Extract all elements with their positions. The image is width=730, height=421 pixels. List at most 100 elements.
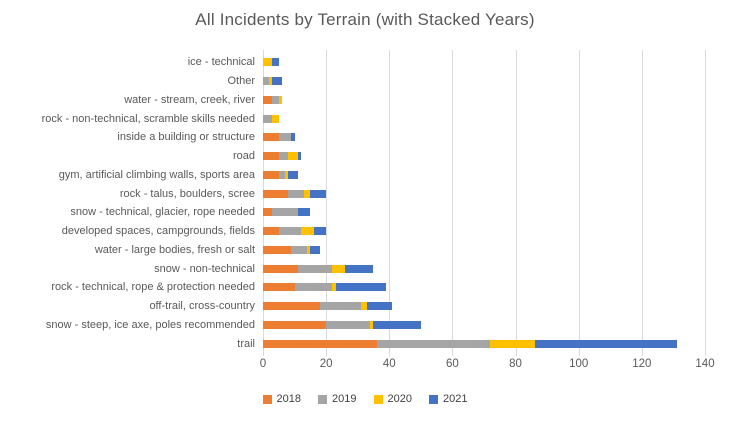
bar-segment-2018 [263,133,279,142]
bar-segment-2020 [269,77,273,86]
stacked-bar [263,95,705,104]
legend-swatch [262,394,272,404]
category-label: trail [237,337,255,350]
category-label: water - large bodies, fresh or salt [94,243,255,256]
bar-segment-2018 [263,152,279,161]
x-tick-label: 60 [446,358,459,370]
chart-title: All Incidents by Terrain (with Stacked Y… [195,10,535,29]
legend-swatch [318,394,328,404]
chart-area: ice - technical Other water - stream, cree… [0,50,706,356]
legend-item-2021: 2021 [428,393,467,405]
bar-segment-2020 [278,95,282,104]
plot-area [263,50,706,356]
bar-segment-2021 [291,133,295,142]
bar-segment-2020 [288,152,298,161]
bar-row: gym, artificial climbing walls, sports a… [0,166,705,185]
bar-segment-2018 [263,189,289,198]
legend-item-2020: 2020 [373,393,412,405]
category-label: inside a building or structure [117,131,255,144]
category-label: snow - non-technical [154,262,255,275]
legend-label: 2020 [387,393,412,405]
gridline [705,50,706,356]
bar-segment-2021 [373,320,421,329]
bar-segment-2018 [263,227,279,236]
bar-row: snow - non-technical [0,259,705,278]
bar-segment-2021 [297,208,311,217]
bar-segment-2019 [263,77,270,86]
category-label: water - stream, creek, river [124,93,255,106]
bar-row: ice - technical [0,53,705,72]
bar-segment-2020 [370,320,374,329]
stacked-bar [263,302,705,311]
category-label: rock - technical, rope & protection need… [51,281,255,294]
bar-segment-2020 [285,170,289,179]
category-label: snow - steep, ice axe, poles recommended [45,318,255,331]
bar-segment-2021 [297,152,301,161]
bar-segment-2018 [263,339,377,348]
bar-segment-2019 [376,339,491,348]
bar-row: developed spaces, campgrounds, fields [0,222,705,241]
bar-segment-2019 [297,264,333,273]
category-label: ice - technical [187,56,255,69]
bar-segment-2020 [490,339,535,348]
bar-row: water - stream, creek, river [0,91,705,110]
bar-row: snow - technical, glacier, rope needed [0,203,705,222]
bar-segment-2019 [272,95,279,104]
category-label: snow - technical, glacier, rope needed [70,206,255,219]
stacked-bar [263,77,705,86]
bar-row: inside a building or structure [0,128,705,147]
gridline [578,50,580,356]
stacked-bar [263,170,705,179]
category-label: rock - non-technical, scramble skills ne… [41,112,255,125]
bar-row: rock - non-technical, scramble skills ne… [0,109,705,128]
bar-segment-2018 [263,264,298,273]
stacked-bar [263,114,705,123]
bar-segment-2019 [263,114,273,123]
bar-segment-2020 [332,264,346,273]
stacked-bar [263,58,705,67]
bar-rows: ice - technical Other water - stream, cree… [0,53,705,353]
gridline [641,50,643,356]
bar-segment-2021 [367,302,393,311]
bar-segment-2019 [294,283,333,292]
bar-segment-2020 [304,189,311,198]
bar-row: water - large bodies, fresh or salt [0,241,705,260]
bar-row: trail [0,334,705,353]
x-tick-label: 120 [632,358,652,370]
bar-row: off-trail, cross-country [0,297,705,316]
bar-row: snow - steep, ice axe, poles recommended [0,316,705,335]
bar-segment-2019 [272,208,298,217]
category-label: developed spaces, campgrounds, fields [61,225,255,238]
bar-segment-2020 [332,283,336,292]
bar-segment-2018 [263,320,327,329]
legend-swatch [428,394,438,404]
bar-segment-2019 [278,170,286,179]
bar-segment-2018 [263,95,273,104]
gridline [326,50,328,356]
bar-segment-2021 [288,170,298,179]
stacked-bar [263,189,705,198]
stacked-bar [263,245,705,254]
legend-swatch [373,394,383,404]
stacked-bar [263,339,705,348]
legend: 2018 2019 2020 2021 [0,393,730,405]
stacked-bar [263,320,705,329]
gridline [263,50,264,356]
x-tick-label: 40 [382,358,396,370]
bar-segment-2018 [263,245,292,254]
bar-segment-2020 [272,114,279,123]
bar-segment-2021 [272,58,279,67]
stacked-bar [263,227,705,236]
gridline [515,50,517,356]
category-label: rock - talus, boulders, scree [119,187,255,200]
bar-segment-2020 [300,227,314,236]
stacked-bar [263,133,705,142]
bar-segment-2019 [288,189,305,198]
category-label: Other [227,75,255,88]
legend-item-2018: 2018 [262,393,301,405]
bar-segment-2021 [345,264,374,273]
category-label: off-trail, cross-country [149,300,255,313]
bar-segment-2019 [291,245,308,254]
bar-segment-2021 [310,189,327,198]
